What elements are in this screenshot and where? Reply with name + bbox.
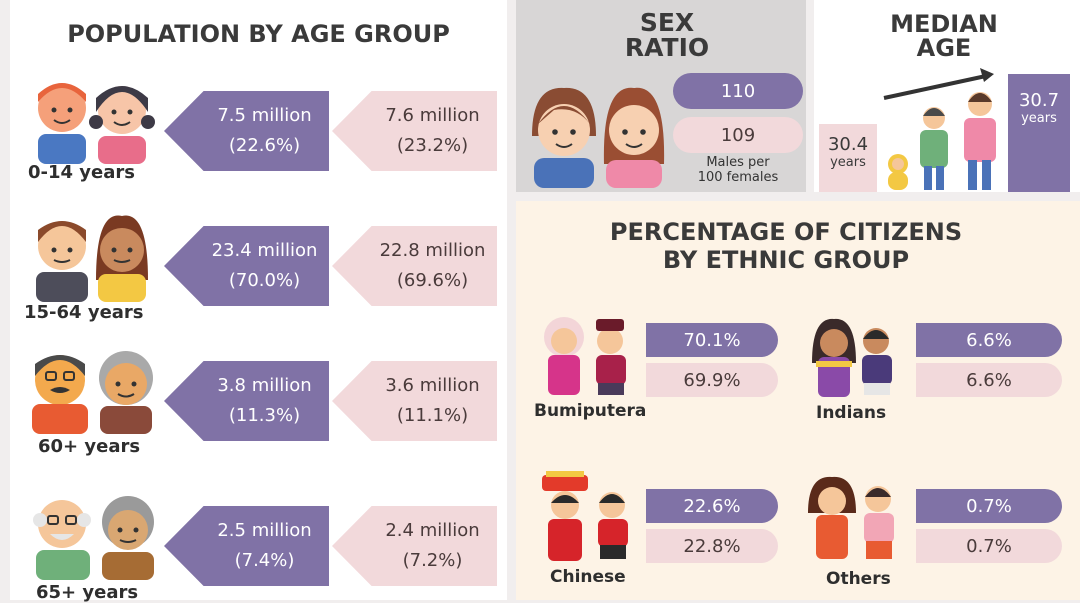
others-couple-icon — [808, 476, 894, 559]
median-age-left-box: 30.4 years — [819, 124, 877, 192]
population-title: POPULATION BY AGE GROUP — [67, 20, 450, 48]
male-population-value: 2.5 million — [217, 520, 312, 541]
sex-ratio-panel: SEX RATIO 110 109 Males per 100 females — [516, 0, 806, 192]
ethnic-label: Bumiputera — [534, 401, 647, 421]
male-ratio-pill: 110 — [673, 73, 803, 109]
female-ethnic-bar: 69.9% — [646, 363, 778, 397]
male-population-pct: (22.6%) — [228, 135, 301, 156]
female-population-value: 22.8 million — [379, 240, 486, 261]
median-age-panel: MEDIAN AGE 30.4 years 30.7 years — [814, 0, 1080, 192]
male-population-value: 7.5 million — [217, 105, 312, 126]
boy-girl-icon — [532, 87, 665, 188]
male-population-pct: (70.0%) — [228, 270, 301, 291]
male-ethnic-bar: 70.1% — [646, 323, 778, 357]
female-population-pct: (11.1%) — [396, 405, 469, 426]
female-population-pct: (23.2%) — [396, 135, 469, 156]
female-population-arrow: 3.6 million (11.1%) — [332, 361, 497, 441]
male-population-arrow: 3.8 million (11.3%) — [164, 361, 329, 441]
adults-icon — [36, 215, 148, 302]
male-population-arrow: 7.5 million (22.6%) — [164, 91, 329, 171]
ethnic-title: PERCENTAGE OF CITIZENS BY ETHNIC GROUP — [609, 218, 963, 274]
age-label: 65+ years — [36, 582, 139, 603]
female-population-value: 3.6 million — [385, 375, 480, 396]
male-ethnic-bar: 6.6% — [916, 323, 1062, 357]
age-label: 60+ years — [38, 436, 141, 457]
ethnic-label: Indians — [816, 403, 887, 423]
female-ethnic-bar: 0.7% — [916, 529, 1062, 563]
age-label: 0-14 years — [28, 162, 135, 183]
female-population-arrow: 7.6 million (23.2%) — [332, 91, 497, 171]
female-population-value: 7.6 million — [385, 105, 480, 126]
children-icon — [38, 83, 155, 164]
female-ethnic-bar: 6.6% — [916, 363, 1062, 397]
indian-couple-icon — [812, 318, 892, 397]
ethnic-panel: PERCENTAGE OF CITIZENS BY ETHNIC GROUP Bu… — [516, 201, 1080, 600]
bumiputera-couple-icon — [544, 317, 626, 395]
male-population-pct: (11.3%) — [228, 405, 301, 426]
median-age-title: MEDIAN AGE — [890, 10, 998, 62]
ethnic-label: Chinese — [550, 567, 626, 587]
chinese-couple-icon — [542, 471, 628, 561]
female-population-arrow: 22.8 million (69.6%) — [332, 226, 497, 306]
sex-ratio-caption: Males per 100 females — [697, 155, 779, 185]
male-ethnic-bar: 22.6% — [646, 489, 778, 523]
female-population-pct: (7.2%) — [402, 550, 463, 571]
male-ethnic-bar: 0.7% — [916, 489, 1062, 523]
ethnic-label: Others — [826, 569, 891, 589]
male-population-pct: (7.4%) — [234, 550, 295, 571]
female-population-value: 2.4 million — [385, 520, 480, 541]
female-population-pct: (69.6%) — [396, 270, 469, 291]
elderly-icon — [33, 496, 154, 580]
older-adults-icon — [32, 351, 153, 434]
female-ethnic-bar: 22.8% — [646, 529, 778, 563]
male-population-arrow: 2.5 million (7.4%) — [164, 506, 329, 586]
sex-ratio-title: SEX RATIO — [624, 8, 710, 62]
median-age-right-box: 30.7 years — [1008, 74, 1070, 192]
age-label: 15-64 years — [24, 302, 144, 323]
growth-figures-icon — [883, 68, 996, 190]
female-ratio-pill: 109 — [673, 117, 803, 153]
male-population-arrow: 23.4 million (70.0%) — [164, 226, 329, 306]
female-population-arrow: 2.4 million (7.2%) — [332, 506, 497, 586]
male-population-value: 3.8 million — [217, 375, 312, 396]
population-panel: POPULATION BY AGE GROUP 0-14 years 7.5 m… — [10, 0, 507, 603]
male-population-value: 23.4 million — [211, 240, 318, 261]
